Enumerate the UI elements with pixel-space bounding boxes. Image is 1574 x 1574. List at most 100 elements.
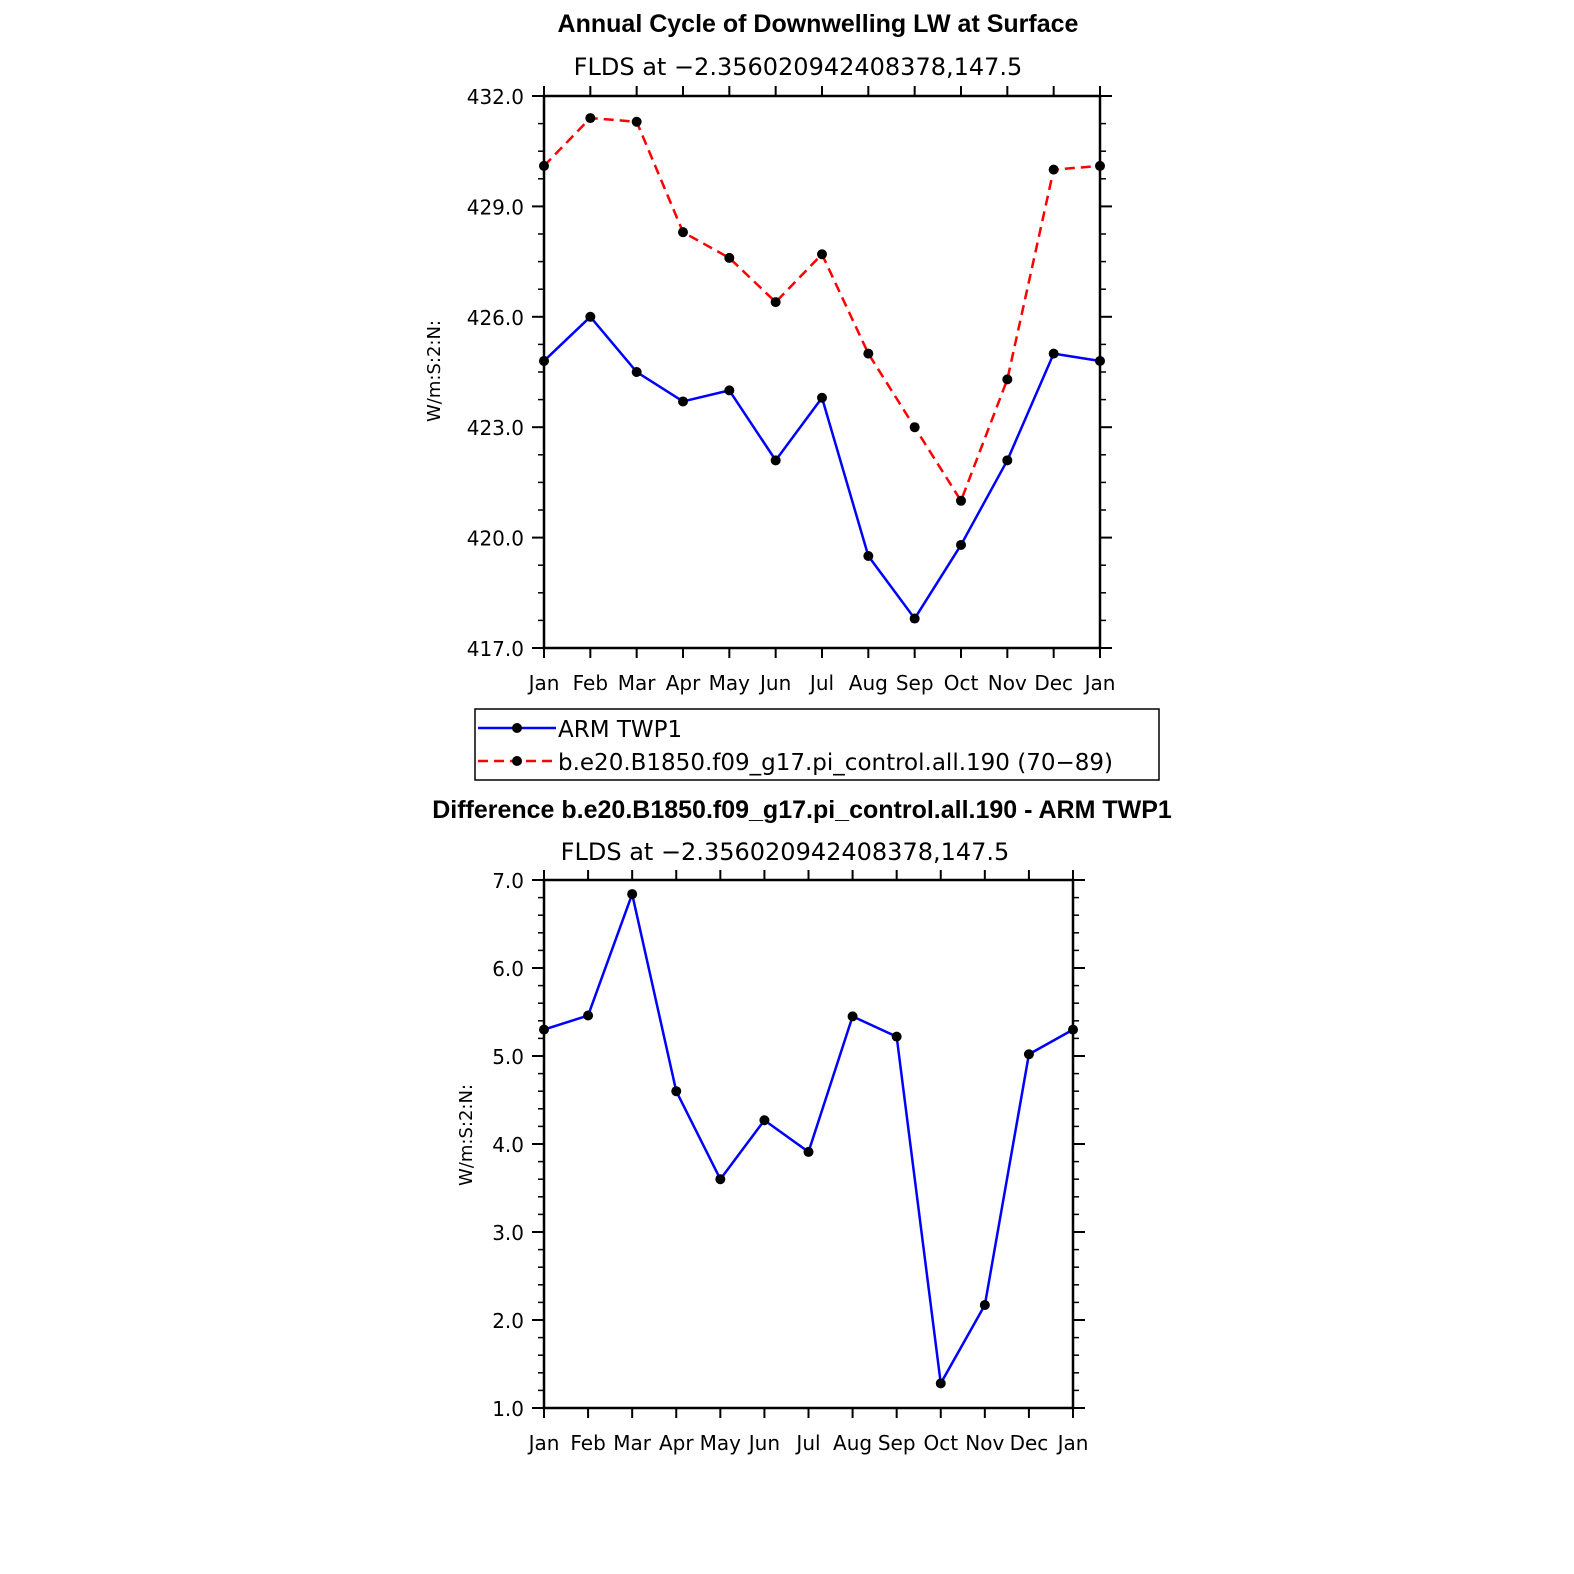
legend-item-arm-twp1: ARM TWP1: [478, 717, 682, 743]
x-tick-label: Nov: [965, 1431, 1004, 1455]
x-tick-label: May: [700, 1431, 742, 1455]
legend-label: ARM TWP1: [558, 717, 682, 743]
y-tick-label: 7.0: [492, 869, 524, 893]
data-point: [759, 1115, 770, 1126]
data-point: [863, 551, 874, 561]
chart-title: Difference b.e20.B1850.f09_g17.pi_contro…: [432, 796, 1172, 824]
annual-cycle-chart: Annual Cycle of Downwelling LW at Surfac…: [424, 10, 1115, 695]
data-point: [817, 249, 827, 260]
y-tick-label: 4.0: [492, 1133, 524, 1157]
x-tick-label: Oct: [944, 671, 979, 695]
legend-item-model: b.e20.B1850.f09_g17.pi_control.all.190 (…: [478, 750, 1113, 776]
y-tick-label: 432.0: [467, 85, 524, 109]
x-tick-label: Aug: [833, 1431, 872, 1455]
x-tick-label: Jul: [808, 671, 834, 695]
data-point: [909, 613, 920, 624]
y-tick-label: 3.0: [492, 1221, 524, 1245]
y-tick-label: 2.0: [492, 1309, 524, 1333]
data-point: [1068, 1024, 1078, 1035]
data-point: [847, 1011, 858, 1022]
x-tick-label: Feb: [570, 1431, 605, 1455]
x-tick-label: Feb: [573, 671, 608, 695]
series-line: [543, 315, 1101, 620]
x-tick-label: Mar: [613, 1431, 652, 1455]
data-point: [770, 297, 781, 308]
legend-label: b.e20.B1850.f09_g17.pi_control.all.190 (…: [558, 750, 1113, 776]
x-tick-label: Sep: [878, 1431, 916, 1455]
data-point: [583, 1010, 594, 1021]
x-tick-label: Nov: [988, 671, 1027, 695]
data-point: [539, 1024, 549, 1035]
y-tick-label: 426.0: [467, 306, 524, 330]
data-point: [1023, 1049, 1034, 1060]
x-tick-label: May: [709, 671, 751, 695]
data-point: [671, 1086, 682, 1097]
x-tick-label: Jul: [794, 1431, 820, 1455]
x-tick-label: Apr: [666, 671, 701, 695]
chart-subtitle: FLDS at −2.356020942408378,147.5: [561, 838, 1010, 866]
x-tick-label: Jun: [758, 671, 791, 695]
x-tick-label: Sep: [896, 671, 934, 695]
data-point: [770, 455, 781, 466]
y-tick-label: 429.0: [467, 195, 524, 219]
x-tick-label: Jun: [747, 1431, 780, 1455]
difference-chart: Difference b.e20.B1850.f09_g17.pi_contro…: [432, 796, 1172, 1455]
data-point: [539, 355, 549, 366]
x-tick-label: Jan: [1056, 1431, 1089, 1455]
x-tick-label: Dec: [1010, 1431, 1049, 1455]
data-point: [724, 252, 735, 263]
data-point: [585, 113, 596, 124]
x-tick-label: Apr: [659, 1431, 694, 1455]
data-point: [1002, 374, 1013, 385]
data-point: [891, 1031, 902, 1042]
y-tick-label: 1.0: [492, 1397, 524, 1421]
data-point: [803, 1146, 814, 1157]
data-point: [817, 392, 827, 403]
data-point: [1048, 164, 1059, 175]
data-point: [678, 396, 688, 407]
data-point: [956, 495, 966, 506]
plot-frame: [542, 94, 1102, 650]
data-point: [585, 311, 596, 322]
data-point: [724, 385, 735, 396]
chart-title: Annual Cycle of Downwelling LW at Surfac…: [558, 10, 1079, 38]
x-tick-label: Jan: [1083, 671, 1116, 695]
series-line: [543, 892, 1074, 1385]
x-tick-label: Jan: [527, 671, 560, 695]
plot-frame: [542, 878, 1075, 1410]
x-tick-label: Dec: [1034, 671, 1073, 695]
y-tick-label: 417.0: [467, 637, 524, 661]
y-axis-label: W/m:S:2:N:: [424, 320, 445, 422]
y-tick-label: 5.0: [492, 1045, 524, 1069]
y-tick-label: 6.0: [492, 957, 524, 981]
data-point: [909, 422, 920, 433]
legend: ARM TWP1 b.e20.B1850.f09_g17.pi_control.…: [474, 708, 1160, 781]
data-point: [678, 227, 688, 238]
legend-swatch-marker: [512, 756, 522, 766]
data-point: [715, 1174, 726, 1185]
legend-box: [474, 708, 1160, 781]
data-point: [631, 116, 642, 127]
data-point: [956, 539, 966, 550]
data-point: [627, 889, 638, 900]
series-line: [543, 116, 1101, 503]
chart-subtitle: FLDS at −2.356020942408378,147.5: [574, 53, 1023, 81]
data-point: [979, 1300, 990, 1311]
data-point: [1095, 160, 1105, 171]
data-point: [631, 367, 642, 377]
y-tick-label: 423.0: [467, 416, 524, 440]
data-point: [1002, 455, 1013, 466]
x-tick-label: Oct: [923, 1431, 958, 1455]
x-tick-label: Jan: [527, 1431, 560, 1455]
y-tick-label: 420.0: [467, 527, 524, 551]
data-point: [539, 160, 549, 171]
y-axis-label: W/m:S:2:N:: [456, 1084, 477, 1186]
data-point: [1095, 355, 1105, 366]
legend-swatch-marker: [512, 723, 522, 733]
x-tick-label: Aug: [849, 671, 888, 695]
data-point: [935, 1378, 946, 1389]
data-point: [863, 348, 874, 359]
x-tick-label: Mar: [618, 671, 657, 695]
data-point: [1048, 348, 1059, 359]
